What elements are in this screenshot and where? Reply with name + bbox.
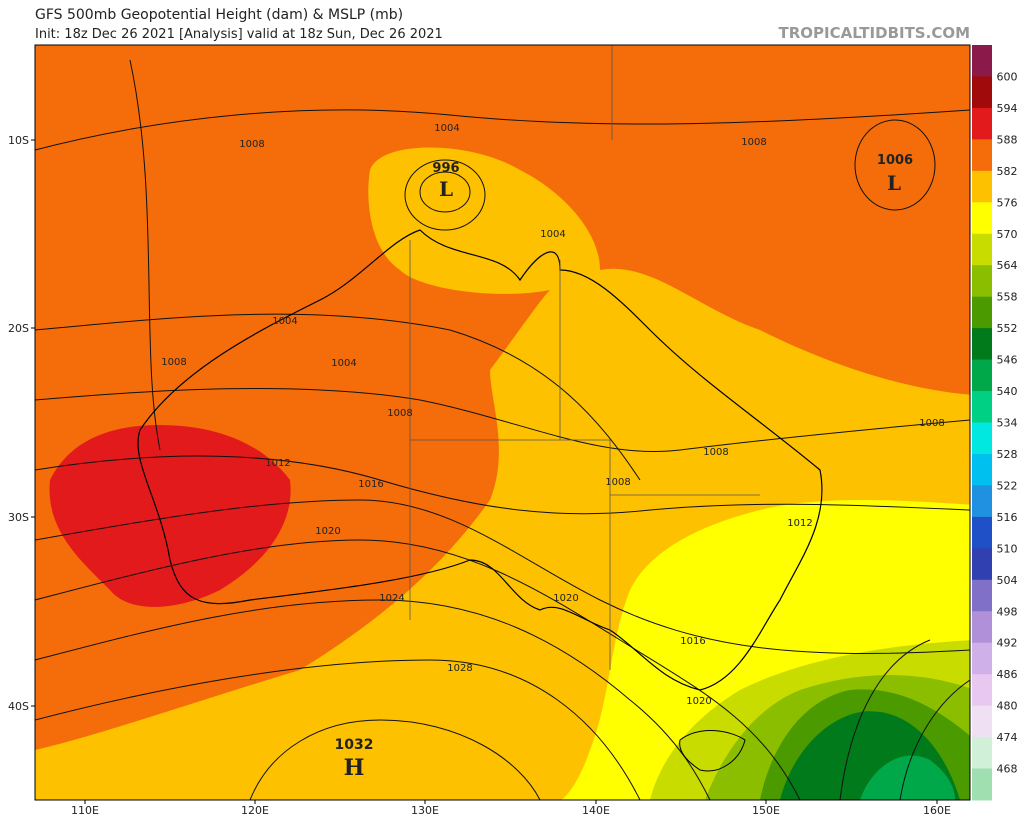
pressure-center-label: 1032 [335,737,374,753]
colorbar-label: 552 [997,322,1018,335]
colorbar-swatch [972,107,992,140]
contour-label: 1020 [553,593,578,604]
lat-label: 40S [8,700,29,713]
contour-label: 1008 [919,418,944,429]
colorbar-label: 468 [997,763,1018,776]
contour-label: 1004 [434,123,459,134]
tasmania [679,730,746,772]
lon-label: 160E [923,804,951,817]
colorbar-label: 570 [997,228,1018,241]
lon-label: 140E [582,804,610,817]
title: GFS 500mb Geopotential Height (dam) & MS… [35,7,403,23]
colorbar-label: 486 [997,668,1018,681]
colorbar-label: 558 [997,291,1018,304]
contour-label: 1008 [703,447,728,458]
pressure-center-label: L [887,171,901,195]
contour-label: 1012 [265,458,290,469]
lat-label: 10S [8,134,29,147]
colorbar-label: 480 [997,700,1018,713]
contour-label: 1008 [161,357,186,368]
colorbar-swatch [972,422,992,455]
lon-label: 130E [411,804,439,817]
lon-label: 150E [752,804,780,817]
map [35,45,970,800]
colorbar-swatch [972,485,992,518]
colorbar-swatch [972,768,992,801]
lat-label: 20S [8,322,29,335]
colorbar-swatch [972,642,992,675]
colorbar-swatch [972,611,992,644]
contour-label: 1004 [331,358,356,369]
height-fill-540 [860,755,955,800]
contour-label: 1004 [272,316,297,327]
state-borders [409,45,760,670]
subtitle: Init: 18z Dec 26 2021 [Analysis] valid a… [35,27,443,42]
contour-label: 1008 [387,408,412,419]
colorbar-label: 516 [997,511,1018,524]
map-frame [34,44,971,801]
colorbar-swatch [972,265,992,298]
contour-label: 1016 [680,636,705,647]
colorbar-label: 594 [997,102,1018,115]
colorbar-label: 534 [997,417,1018,430]
colorbar-label: 498 [997,605,1018,618]
colorbar-label: 504 [997,574,1018,587]
pressure-center-label: 996 [432,161,459,176]
colorbar-label: 576 [997,196,1018,209]
lon-label: 110E [71,804,99,817]
colorbar-label: 522 [997,479,1018,492]
colorbar-swatch [972,170,992,203]
colorbar-label: 528 [997,448,1018,461]
contour-label: 1024 [379,593,404,604]
watermark: TROPICALTIDBITS.COM [779,24,971,42]
colorbar-swatch [972,391,992,423]
colorbar-label: 588 [997,133,1018,146]
colorbar-swatch [972,139,992,172]
lat-label: 30S [8,511,29,524]
colorbar-swatch [972,233,992,266]
colorbar-swatch [972,453,992,486]
colorbar-swatch [972,674,992,707]
contour-label: 1008 [239,139,264,150]
coastline [137,229,823,691]
colorbar-label: 546 [997,354,1018,367]
pressure-contours [35,59,970,800]
colorbar-swatch [972,296,992,329]
colorbar-label: 474 [997,731,1018,744]
colorbar-swatch [972,76,992,109]
colorbar-label: 582 [997,165,1018,178]
lon-label: 120E [241,804,269,817]
colorbar-swatch [972,328,992,361]
colorbar-swatch [972,516,992,549]
contour-label: 1004 [540,229,565,240]
contour-label: 1028 [447,663,472,674]
contour-label: 1016 [358,479,383,490]
colorbar-swatch [972,202,992,235]
colorbar-swatch [972,705,992,738]
pressure-center-label: L [439,177,453,201]
contour-label: 1008 [605,477,630,488]
colorbar-swatch [972,579,992,612]
colorbar-swatch [972,737,992,770]
pressure-center-label: H [344,755,365,781]
colorbar-swatch [972,45,992,77]
contour-label: 1008 [741,137,766,148]
pressure-center-label: 1006 [877,153,913,168]
colorbar-swatch [972,548,992,581]
colorbar-label: 540 [997,385,1018,398]
colorbar-label: 564 [997,259,1018,272]
contour-label: 1020 [686,696,711,707]
height-fill-588 [49,425,291,607]
contour-label: 1020 [315,526,340,537]
colorbar-label: 510 [997,542,1018,555]
colorbar-swatch [972,359,992,392]
colorbar-label: 600 [997,70,1018,83]
colorbar-label: 492 [997,637,1018,650]
contour-label: 1012 [787,518,812,529]
